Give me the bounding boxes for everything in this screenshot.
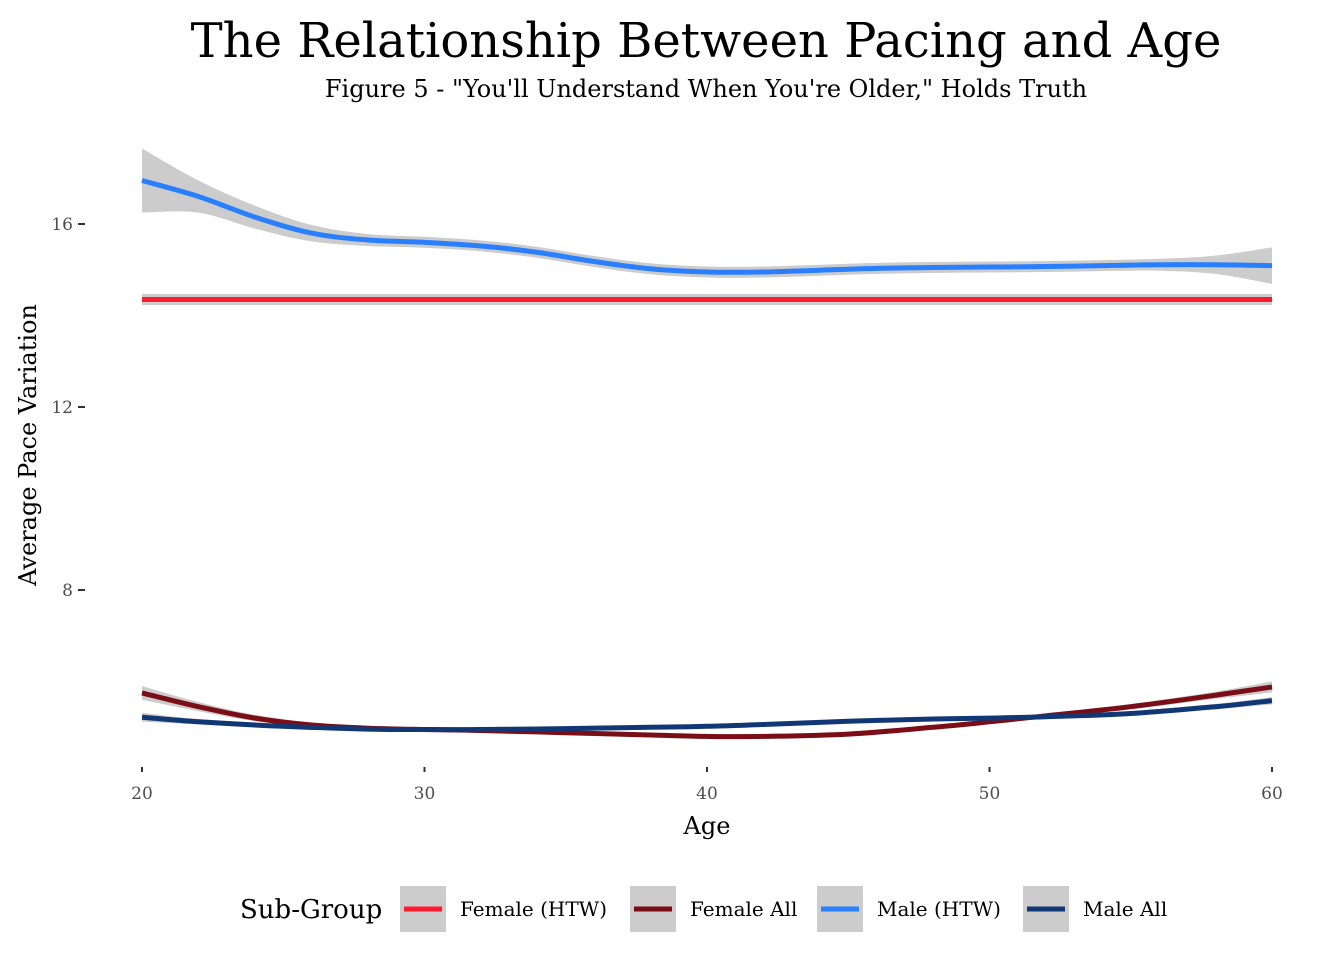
x-tick-label: 40	[696, 784, 718, 804]
x-tick-label: 50	[979, 784, 1001, 804]
legend-label-1: Female All	[690, 897, 797, 921]
y-tick-label: 8	[62, 581, 73, 601]
confidence-bands	[142, 148, 1272, 739]
x-axis: 20 30 40 50 60	[131, 767, 1283, 804]
x-axis-title: Age	[683, 812, 731, 840]
legend-label-3: Male All	[1083, 897, 1167, 921]
legend-label-2: Male (HTW)	[877, 897, 1001, 921]
y-axis-title: Average Pace Variation	[14, 304, 42, 587]
legend: Sub-Group Female (HTW) Female All Male (HT…	[240, 886, 1167, 932]
y-tick-label: 12	[51, 398, 73, 418]
x-tick-label: 60	[1261, 784, 1283, 804]
chart-subtitle: Figure 5 - "You'll Understand When You'r…	[325, 75, 1087, 103]
chart-title: The Relationship Between Pacing and Age	[191, 13, 1222, 69]
series-line-3	[141, 698, 1273, 733]
x-tick-label: 20	[131, 784, 153, 804]
y-axis: 8 12 16	[51, 215, 85, 601]
x-tick-label: 30	[414, 784, 436, 804]
confidence-band-2	[142, 148, 1272, 284]
legend-label-0: Female (HTW)	[460, 897, 607, 921]
series-line-2	[141, 178, 1273, 275]
legend-title: Sub-Group	[240, 895, 382, 925]
y-tick-label: 16	[51, 215, 73, 235]
series-lines	[141, 178, 1273, 740]
